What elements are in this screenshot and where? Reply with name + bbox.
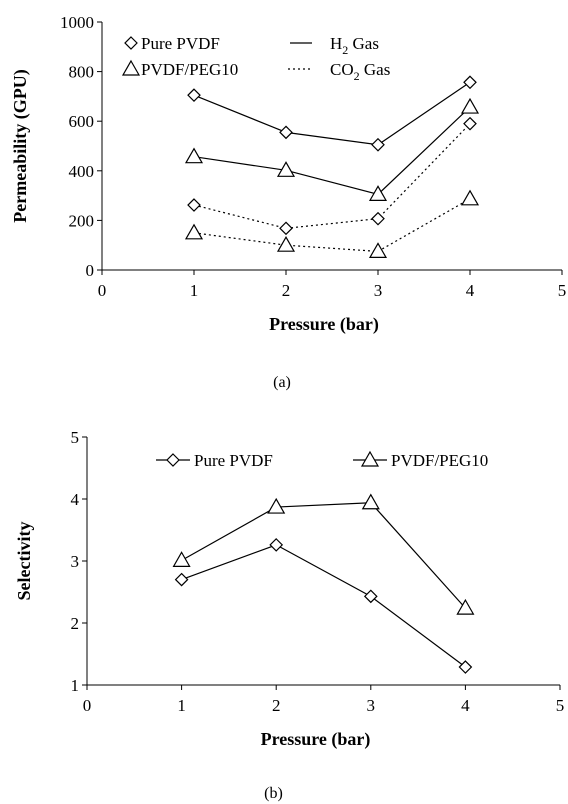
y-tick-label: 2	[71, 614, 80, 633]
y-axis-label: Permeability (GPU)	[10, 69, 31, 222]
y-tick-label: 5	[71, 428, 80, 447]
x-tick-label: 3	[367, 696, 376, 715]
y-tick-label: 600	[69, 112, 95, 131]
series-line-2	[193, 123, 471, 229]
legend-marker-triangle	[360, 450, 380, 467]
data-point	[172, 551, 191, 567]
x-tick-label: 1	[177, 696, 186, 715]
series-line-1	[193, 106, 471, 196]
data-point	[184, 223, 204, 240]
y-tick-label: 400	[69, 162, 95, 181]
legend-label: H2 Gas	[330, 34, 379, 57]
legend-marker-diamond	[166, 453, 180, 467]
chart-panel-a: 0 200 400 600 800 1000 0 1 2 3 4 5 Pressure (bar) Per…	[10, 13, 566, 391]
panel-caption: (b)	[264, 785, 283, 802]
data-point	[368, 185, 388, 201]
series-line-1	[181, 502, 466, 609]
data-point	[371, 137, 385, 152]
data-point	[368, 242, 388, 258]
data-point	[267, 497, 286, 514]
panel-caption: (a)	[273, 374, 291, 391]
x-axis-label: Pressure (bar)	[261, 729, 371, 750]
data-point	[361, 493, 380, 510]
y-tick-label: 200	[69, 211, 95, 230]
data-point	[463, 75, 477, 90]
data-point	[460, 97, 480, 114]
y-tick-label: 4	[71, 490, 80, 509]
x-tick-label: 5	[556, 696, 565, 715]
series-line-3	[193, 198, 471, 253]
y-tick-label: 800	[69, 63, 95, 82]
data-point	[276, 235, 296, 252]
data-point	[184, 147, 204, 164]
data-point	[456, 598, 475, 615]
y-tick-label: 1000	[60, 13, 94, 32]
data-point	[269, 538, 284, 552]
x-tick-label: 3	[374, 281, 383, 300]
legend-marker-triangle	[121, 59, 141, 76]
legend-marker-diamond	[124, 36, 138, 50]
series-line-0	[193, 81, 471, 146]
series-line-0	[181, 544, 466, 668]
data-point	[463, 116, 477, 131]
x-tick-label: 2	[282, 281, 291, 300]
data-point	[279, 125, 293, 140]
x-tick-label: 1	[190, 281, 199, 300]
y-axis-label: Selectivity	[14, 522, 34, 601]
y-tick-label: 0	[86, 261, 95, 280]
data-point	[363, 589, 378, 604]
data-point	[187, 198, 201, 212]
data-point	[187, 88, 201, 103]
legend-label: CO2 Gas	[330, 60, 390, 83]
x-tick-label: 0	[83, 696, 92, 715]
legend-label: Pure PVDF	[194, 451, 273, 470]
data-point	[279, 221, 293, 236]
data-point	[371, 211, 385, 226]
legend-label: Pure PVDF	[141, 34, 220, 53]
data-point	[460, 189, 480, 206]
x-tick-label: 4	[466, 281, 475, 300]
data-point	[174, 572, 189, 587]
x-tick-label: 4	[461, 696, 470, 715]
x-tick-label: 2	[272, 696, 281, 715]
x-axis-label: Pressure (bar)	[269, 314, 379, 335]
x-tick-label: 5	[558, 281, 567, 300]
y-tick-label: 1	[71, 676, 80, 695]
data-point	[276, 161, 296, 177]
y-tick-label: 3	[71, 552, 80, 571]
data-point	[458, 660, 473, 674]
legend-label: PVDF/PEG10	[391, 451, 488, 470]
x-tick-label: 0	[98, 281, 107, 300]
legend-label: PVDF/PEG10	[141, 60, 238, 79]
